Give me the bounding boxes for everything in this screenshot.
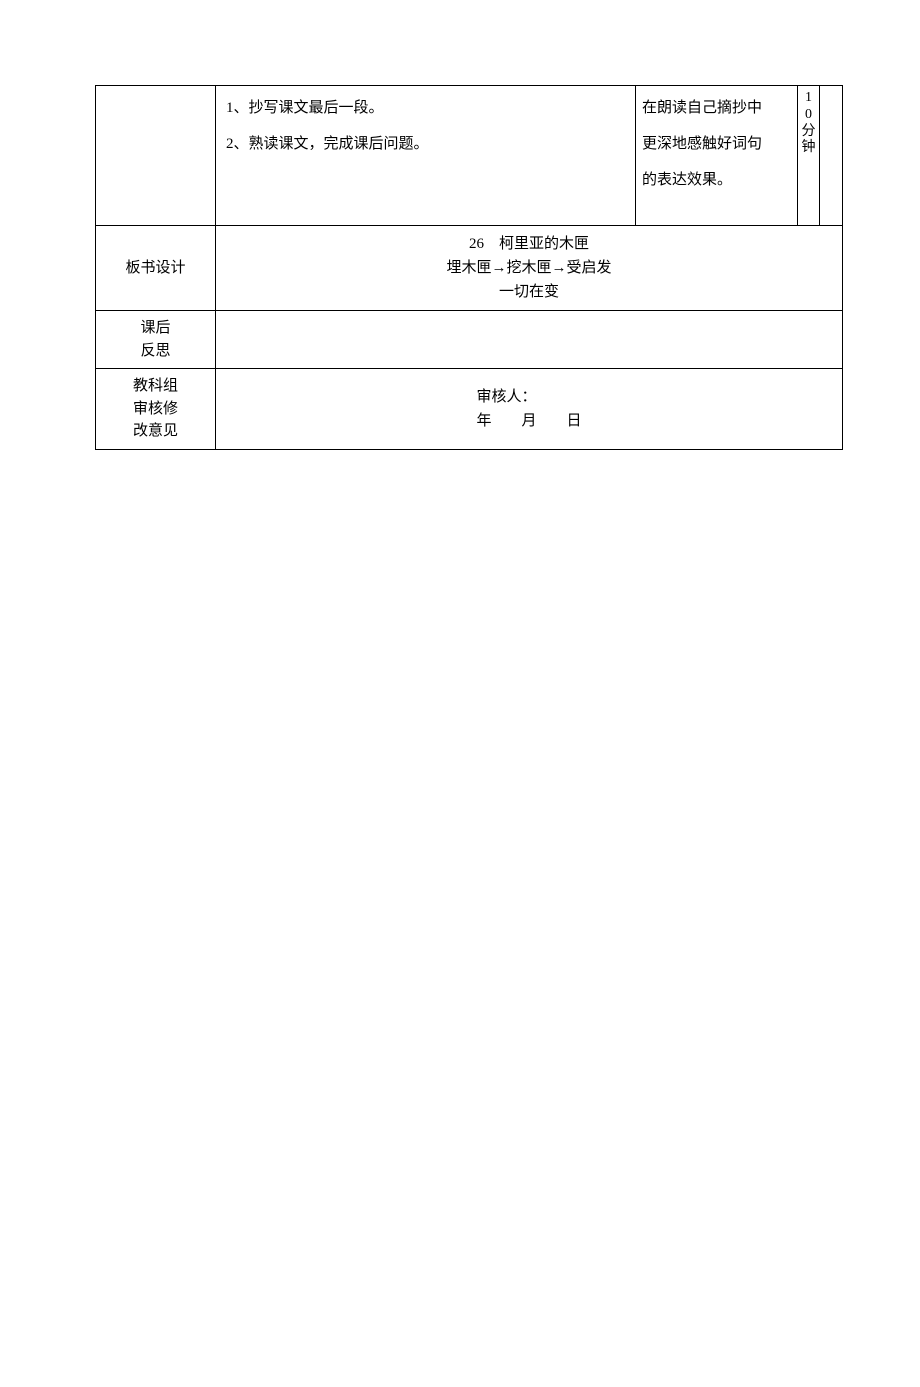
table-row-approval: 教科组 审核修 改意见 审核人： 年 月 日 <box>96 369 843 450</box>
duration-d4: 钟 <box>800 140 817 157</box>
main-table: 1、抄写课文最后一段。 2、熟读课文，完成课后问题。 在朗读自己摘抄中 更深地感… <box>95 85 843 450</box>
row2-content-line1: 26 柯里亚的木匣 <box>222 232 836 256</box>
table-row-reflection: 课后 反思 <box>96 311 843 369</box>
row3-label-line2: 反思 <box>100 340 211 363</box>
row1-content-line2: 2、熟读课文，完成课后问题。 <box>226 126 625 162</box>
row4-label-line3: 改意见 <box>100 420 211 443</box>
row1-notes-cell: 在朗读自己摘抄中 更深地感触好词句 的表达效果。 <box>636 86 798 226</box>
row4-label-line1: 教科组 <box>100 375 211 398</box>
row3-label-cell: 课后 反思 <box>96 311 216 369</box>
lesson-plan-table: 1、抄写课文最后一段。 2、熟读课文，完成课后问题。 在朗读自己摘抄中 更深地感… <box>95 85 842 450</box>
row1-notes-line1: 在朗读自己摘抄中 <box>642 90 791 126</box>
approval-block: 审核人： 年 月 日 <box>476 385 581 433</box>
row3-content-cell <box>216 311 843 369</box>
row2-content-line3: 一切在变 <box>222 280 836 304</box>
row1-notes-line2: 更深地感触好词句 <box>642 126 791 162</box>
row4-label-cell: 教科组 审核修 改意见 <box>96 369 216 450</box>
row1-content-cell: 1、抄写课文最后一段。 2、熟读课文，完成课后问题。 <box>216 86 636 226</box>
row1-content-line1: 1、抄写课文最后一段。 <box>226 90 625 126</box>
row1-notes-line3: 的表达效果。 <box>642 162 791 198</box>
duration-d3: 分 <box>800 124 817 141</box>
row1-last-cell <box>820 86 843 226</box>
row4-content-cell: 审核人： 年 月 日 <box>216 369 843 450</box>
row2-content-cell: 26 柯里亚的木匣 埋木匣→挖木匣→受启发 一切在变 <box>216 226 843 311</box>
row2-label-cell: 板书设计 <box>96 226 216 311</box>
row3-label-line1: 课后 <box>100 317 211 340</box>
table-row-activities: 1、抄写课文最后一段。 2、熟读课文，完成课后问题。 在朗读自己摘抄中 更深地感… <box>96 86 843 226</box>
table-row-board-design: 板书设计 26 柯里亚的木匣 埋木匣→挖木匣→受启发 一切在变 <box>96 226 843 311</box>
row1-label-cell <box>96 86 216 226</box>
row4-content-line2: 年 月 日 <box>476 409 581 433</box>
duration-d1: 1 <box>800 90 817 107</box>
row4-label-line2: 审核修 <box>100 398 211 421</box>
row2-content-line2: 埋木匣→挖木匣→受启发 <box>222 256 836 280</box>
row2-label: 板书设计 <box>125 260 185 276</box>
row4-content-line1: 审核人： <box>476 385 581 409</box>
row1-duration-cell: 1 0 分 钟 <box>798 86 820 226</box>
duration-d2: 0 <box>800 107 817 124</box>
duration-text: 1 0 分 钟 <box>800 90 817 157</box>
